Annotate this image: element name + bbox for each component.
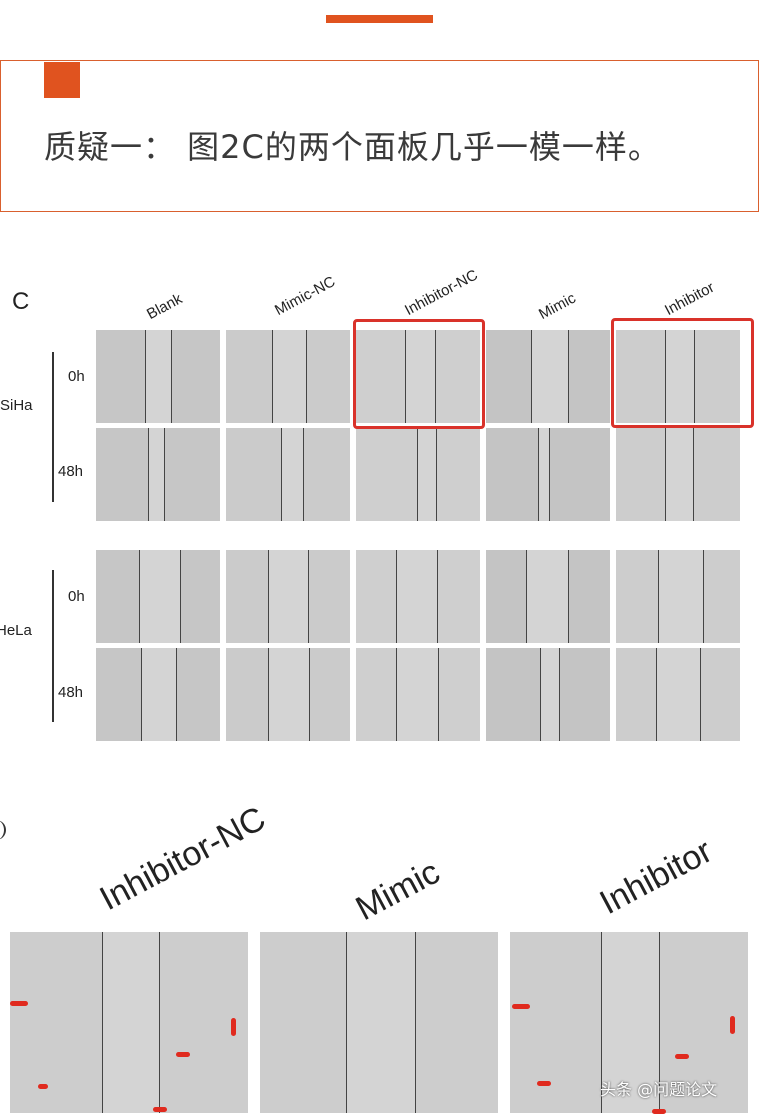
scratch-gap [145,330,172,423]
column-label: Inhibitor-NC [402,266,481,319]
scratch-gap [658,550,704,643]
watermark: 头条 @问题论文 [600,1080,718,1099]
micrograph-panel [96,428,220,521]
micrograph-panel [226,648,350,741]
column-label: Mimic [536,289,579,323]
micrograph-panel [616,330,740,423]
red-annotation-mark [537,1081,551,1086]
micrograph-panel [486,648,610,741]
scratch-gap [148,428,165,521]
scratch-gap [396,550,438,643]
title-accent-bar [326,15,433,23]
scratch-gap [538,428,550,521]
micrograph-panel [616,550,740,643]
scratch-gap [665,428,694,521]
time-label: 0h [68,588,85,605]
micrograph-panel [616,648,740,741]
micrograph-panel [260,932,498,1113]
time-label: 48h [58,684,84,701]
scratch-gap [601,932,660,1113]
scratch-gap [268,550,309,643]
micrograph-panel [96,550,220,643]
red-annotation-mark [38,1084,48,1089]
red-annotation-mark [231,1018,236,1036]
scratch-gap [102,932,160,1113]
red-annotation-mark [10,1001,28,1006]
scratch-gap [346,932,416,1113]
accent-square [44,62,80,98]
red-annotation-mark [176,1052,190,1057]
red-annotation-mark [153,1107,167,1112]
scratch-gap [281,428,304,521]
red-annotation-mark [652,1109,666,1114]
bracket-line [52,570,54,722]
scratch-gap [141,648,177,741]
cell-line-label: SiHa [0,397,33,414]
scratch-gap [396,648,439,741]
scratch-gap [656,648,701,741]
question-box [0,60,759,212]
micrograph-panel [96,330,220,423]
column-label: Inhibitor-NC [93,799,272,919]
scratch-gap [665,330,695,423]
micrograph-panel [616,428,740,521]
red-annotation-mark [512,1004,530,1009]
micrograph-panel [356,648,480,741]
question-text: 质疑一： 图2C的两个面板几乎一模一样。 [44,128,661,166]
scratch-gap [540,648,560,741]
micrograph-panel [356,330,480,423]
partial-letter [0,820,6,840]
scratch-gap [268,648,310,741]
micrograph-panel [10,932,248,1113]
bracket-line [52,352,54,502]
panel-letter: C [12,288,30,315]
scratch-gap [405,330,436,423]
scratch-gap [526,550,569,643]
highlight-box [353,319,485,429]
micrograph-panel [486,330,610,423]
column-label: Inhibitor [593,831,719,923]
scratch-gap [531,330,569,423]
micrograph-panel [356,550,480,643]
scratch-gap [139,550,181,643]
time-label: 48h [58,463,84,480]
cell-line-label: HeLa [0,622,32,639]
micrograph-panel [226,428,350,521]
red-annotation-mark [675,1054,689,1059]
red-annotation-mark [730,1016,735,1034]
column-label: Mimic-NC [272,273,339,319]
column-label: Mimic [349,852,446,929]
micrograph-panel [226,550,350,643]
micrograph-panel [486,428,610,521]
highlight-box [611,318,754,428]
micrograph-panel [226,330,350,423]
micrograph-panel [96,648,220,741]
scratch-gap [417,428,437,521]
time-label: 0h [68,368,85,385]
micrograph-panel [486,550,610,643]
column-label: Inhibitor [662,278,718,319]
micrograph-panel [356,428,480,521]
column-label: Blank [144,290,186,323]
scratch-gap [272,330,307,423]
